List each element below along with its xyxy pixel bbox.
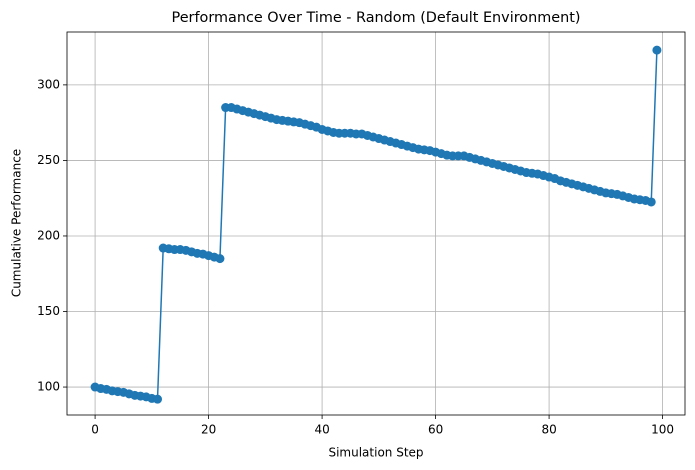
point [153, 394, 163, 404]
x-tick-label: 60 [428, 423, 443, 437]
point [646, 197, 656, 207]
line [94, 50, 658, 400]
y-tick-label: 300 [37, 77, 60, 91]
x-tick-label: 0 [91, 423, 99, 437]
x-tick-label: 100 [651, 423, 674, 437]
x-tick-label: 20 [201, 423, 216, 437]
x-tick-label: 80 [541, 423, 556, 437]
y-tick-label: 250 [37, 153, 60, 167]
plot-frame [66, 31, 686, 416]
y-tick-label: 200 [37, 228, 60, 242]
x-axis-label: Simulation Step [328, 446, 423, 460]
y-tick-label: 100 [37, 380, 60, 394]
point [215, 254, 225, 264]
chart-title: Performance Over Time - Random (Default … [172, 10, 581, 26]
y-axis-label: Cumulative Performance [10, 149, 24, 297]
y-tick-label: 150 [37, 304, 60, 318]
x-tick-label: 40 [314, 423, 329, 437]
point [652, 45, 662, 55]
